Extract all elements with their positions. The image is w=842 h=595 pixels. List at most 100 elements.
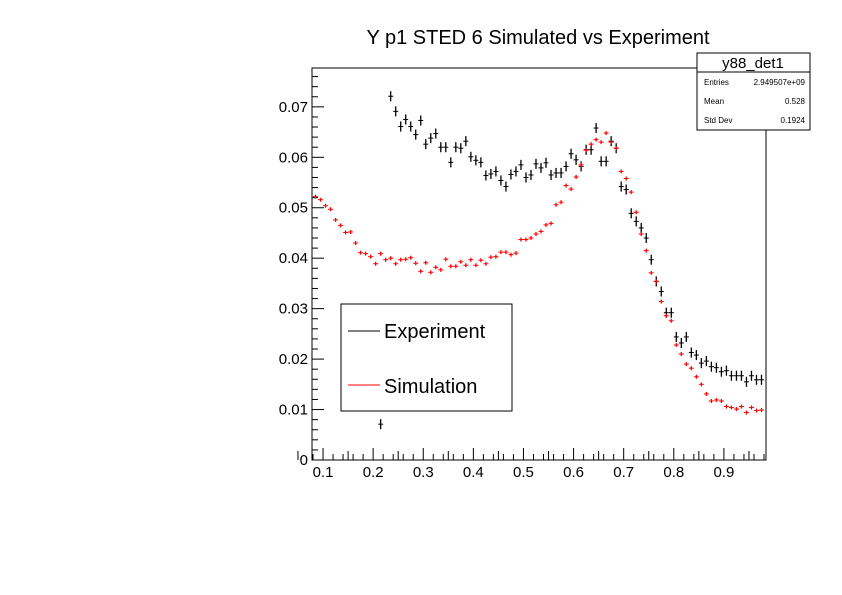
y-tick-label: 0.07 xyxy=(279,99,308,116)
data-point xyxy=(533,158,539,169)
data-point xyxy=(543,222,549,227)
data-point xyxy=(473,263,479,268)
legend-box xyxy=(340,303,513,412)
data-point xyxy=(433,265,439,270)
data-point xyxy=(578,162,584,167)
stats-value-mean: 0.528 xyxy=(785,97,806,106)
data-point xyxy=(693,374,699,379)
data-point xyxy=(758,374,764,385)
data-point xyxy=(443,142,449,153)
x-tick-label: 0.7 xyxy=(613,464,634,481)
data-point xyxy=(623,184,629,195)
data-point xyxy=(693,350,699,361)
data-point xyxy=(313,194,319,199)
data-point xyxy=(388,256,394,261)
series-simulation xyxy=(313,131,764,415)
data-point xyxy=(658,299,664,304)
data-point xyxy=(618,169,624,174)
data-point xyxy=(648,254,654,265)
data-point xyxy=(443,257,449,262)
data-point xyxy=(493,254,499,259)
data-point xyxy=(698,358,704,369)
data-point xyxy=(538,229,544,234)
data-point xyxy=(523,237,529,242)
x-tick-label: 0.3 xyxy=(413,464,434,481)
data-point xyxy=(638,222,644,233)
data-point xyxy=(643,232,649,244)
y-tick-label: 0.01 xyxy=(279,402,308,419)
data-point xyxy=(723,404,729,409)
data-point xyxy=(708,361,714,372)
data-point xyxy=(488,168,494,179)
data-point xyxy=(478,258,484,263)
data-point xyxy=(753,408,759,413)
data-point xyxy=(658,286,664,297)
data-point xyxy=(388,91,394,102)
data-point xyxy=(728,370,734,381)
data-marks xyxy=(313,91,764,430)
data-point xyxy=(733,407,739,412)
data-point xyxy=(743,410,749,415)
data-point xyxy=(473,155,479,166)
legend-label-simulation: Simulation xyxy=(384,376,477,398)
data-point xyxy=(713,362,719,373)
data-point xyxy=(678,352,684,357)
data-point xyxy=(748,370,754,381)
data-point xyxy=(323,203,329,208)
data-point xyxy=(428,133,434,144)
data-point xyxy=(433,128,439,139)
data-point xyxy=(318,197,324,202)
data-point xyxy=(698,382,704,387)
data-point xyxy=(608,140,614,145)
data-point xyxy=(348,229,354,234)
data-point xyxy=(623,176,629,181)
data-point xyxy=(633,210,639,215)
data-point xyxy=(398,257,404,262)
data-point xyxy=(718,398,724,403)
data-point xyxy=(503,181,509,192)
data-point xyxy=(613,146,619,151)
axes: 0.1 0.2 0.3 0.4 0.5 0.6 0.7 0.8 0.9 0 0.01 0.02 0.03… xyxy=(279,67,767,481)
data-point xyxy=(553,167,559,178)
data-point xyxy=(468,151,474,162)
data-point xyxy=(683,362,689,367)
data-point xyxy=(368,254,374,259)
data-point xyxy=(438,267,444,272)
data-point xyxy=(413,261,419,266)
x-tick-label: 0.8 xyxy=(663,464,684,481)
data-point xyxy=(423,260,429,265)
data-point xyxy=(333,217,339,222)
data-point xyxy=(403,257,409,262)
stats-label-mean: Mean xyxy=(704,97,724,106)
x-tick-label: 0.2 xyxy=(363,464,384,481)
data-point xyxy=(508,169,514,180)
data-point xyxy=(328,207,334,212)
data-point xyxy=(398,121,404,132)
data-point xyxy=(568,187,574,192)
data-point xyxy=(688,366,694,371)
legend-label-experiment: Experiment xyxy=(384,321,486,343)
data-point xyxy=(573,174,579,179)
legend: Experiment Simulation xyxy=(340,303,513,412)
y-tick-label: 0.04 xyxy=(279,250,308,267)
data-point xyxy=(703,391,709,396)
x-tick-label: 0.5 xyxy=(513,464,534,481)
y-tick-label: 0.02 xyxy=(279,351,308,368)
data-point xyxy=(633,216,639,227)
data-point xyxy=(373,261,379,266)
data-point xyxy=(598,156,604,167)
data-point xyxy=(548,169,554,180)
data-point xyxy=(498,250,504,255)
data-point xyxy=(758,408,764,413)
data-point xyxy=(748,405,754,410)
data-point xyxy=(618,181,624,192)
data-point xyxy=(488,255,494,260)
data-point xyxy=(558,200,564,205)
data-point xyxy=(408,255,414,260)
data-point xyxy=(418,269,424,274)
data-point xyxy=(448,264,454,269)
data-point xyxy=(533,231,539,236)
data-point xyxy=(688,347,694,358)
data-point xyxy=(463,136,469,147)
data-point xyxy=(418,115,424,126)
